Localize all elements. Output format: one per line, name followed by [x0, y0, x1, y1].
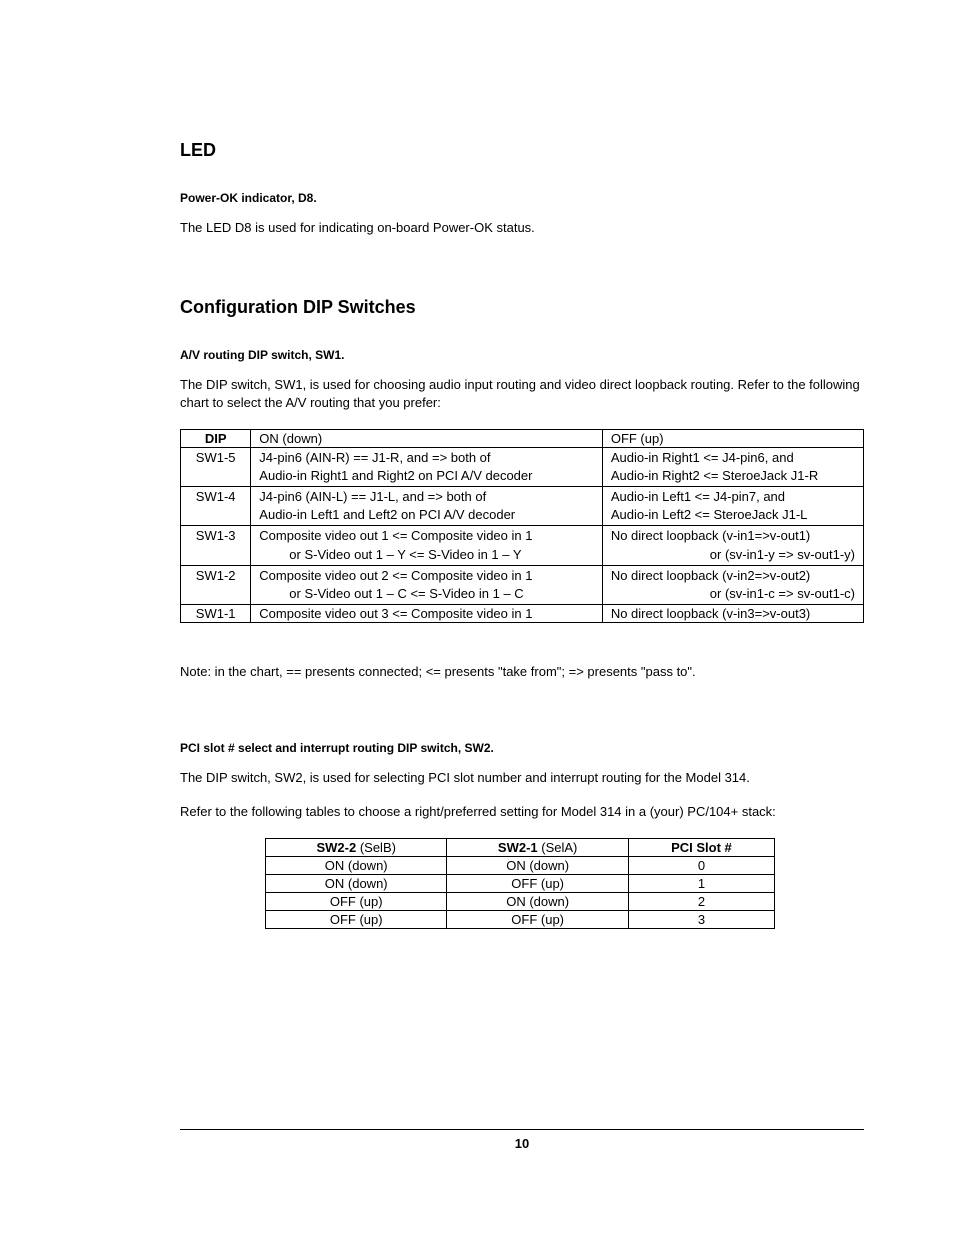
cell-off: No direct loopback (v-in3=>v-out3) — [602, 605, 863, 623]
table-row: SW1-2 Composite video out 2 <= Composite… — [181, 565, 864, 604]
cell: ON (down) — [447, 892, 628, 910]
sw1-description: The DIP switch, SW1, is used for choosin… — [180, 376, 864, 412]
cell-on: Composite video out 3 <= Composite video… — [251, 605, 603, 623]
table1-header-off: OFF (up) — [602, 429, 863, 447]
table-row: ON (down) ON (down) 0 — [266, 856, 775, 874]
sw1-subheading: A/V routing DIP switch, SW1. — [180, 348, 864, 362]
chart-note: Note: in the chart, == presents connecte… — [180, 663, 864, 681]
table2-header-sw21: SW2-1 (SelA) — [447, 838, 628, 856]
cell-on: Composite video out 2 <= Composite video… — [251, 565, 603, 604]
table-row: OFF (up) OFF (up) 3 — [266, 910, 775, 928]
cell: 0 — [628, 856, 774, 874]
table-row: SW1-1 Composite video out 3 <= Composite… — [181, 605, 864, 623]
cell-dip: SW1-1 — [181, 605, 251, 623]
cell: ON (down) — [266, 856, 447, 874]
cell: OFF (up) — [447, 874, 628, 892]
table2-header-sw22: SW2-2 (SelB) — [266, 838, 447, 856]
sw2-description-2: Refer to the following tables to choose … — [180, 803, 864, 821]
cell-off: No direct loopback (v-in2=>v-out2)or (sv… — [602, 565, 863, 604]
cell: OFF (up) — [447, 910, 628, 928]
cell-dip: SW1-2 — [181, 565, 251, 604]
sw2-subheading: PCI slot # select and interrupt routing … — [180, 741, 864, 755]
cell-on: J4-pin6 (AIN-L) == J1-L, and => both ofA… — [251, 486, 603, 525]
cell-dip: SW1-3 — [181, 526, 251, 565]
cell: ON (down) — [266, 874, 447, 892]
cell: 1 — [628, 874, 774, 892]
cell-off: No direct loopback (v-in1=>v-out1)or (sv… — [602, 526, 863, 565]
page-footer: 10 — [180, 1129, 864, 1151]
cell: 2 — [628, 892, 774, 910]
led-description: The LED D8 is used for indicating on-boa… — [180, 219, 864, 237]
table-row: SW1-5 J4-pin6 (AIN-R) == J1-R, and => bo… — [181, 447, 864, 486]
cell-on: J4-pin6 (AIN-R) == J1-R, and => both ofA… — [251, 447, 603, 486]
footer-divider — [180, 1129, 864, 1130]
sw1-routing-table: DIP ON (down) OFF (up) SW1-5 J4-pin6 (AI… — [180, 429, 864, 624]
cell-off: Audio-in Left1 <= J4-pin7, andAudio-in L… — [602, 486, 863, 525]
cell-dip: SW1-5 — [181, 447, 251, 486]
section-dip-title: Configuration DIP Switches — [180, 297, 864, 318]
sw2-description-1: The DIP switch, SW2, is used for selecti… — [180, 769, 864, 787]
section-led-title: LED — [180, 140, 864, 161]
cell-on: Composite video out 1 <= Composite video… — [251, 526, 603, 565]
cell-dip: SW1-4 — [181, 486, 251, 525]
cell: OFF (up) — [266, 892, 447, 910]
cell: ON (down) — [447, 856, 628, 874]
cell-off: Audio-in Right1 <= J4-pin6, andAudio-in … — [602, 447, 863, 486]
table-row: SW1-4 J4-pin6 (AIN-L) == J1-L, and => bo… — [181, 486, 864, 525]
table-row: OFF (up) ON (down) 2 — [266, 892, 775, 910]
power-ok-subheading: Power-OK indicator, D8. — [180, 191, 864, 205]
table-row: SW1-3 Composite video out 1 <= Composite… — [181, 526, 864, 565]
page-number: 10 — [515, 1136, 529, 1151]
table1-header-on: ON (down) — [251, 429, 603, 447]
cell: 3 — [628, 910, 774, 928]
cell: OFF (up) — [266, 910, 447, 928]
table2-header-pcislot: PCI Slot # — [628, 838, 774, 856]
table1-header-dip: DIP — [181, 429, 251, 447]
table-row: ON (down) OFF (up) 1 — [266, 874, 775, 892]
sw2-pci-table: SW2-2 (SelB) SW2-1 (SelA) PCI Slot # ON … — [265, 838, 775, 929]
